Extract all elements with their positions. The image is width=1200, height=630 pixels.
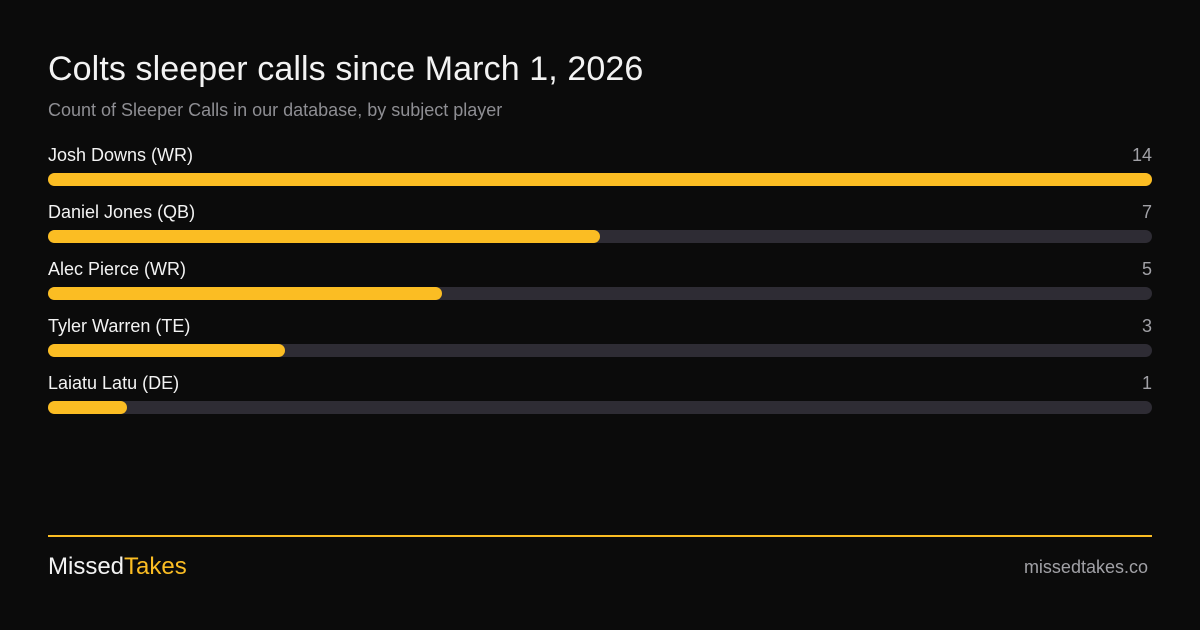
site-url: missedtakes.co	[1023, 557, 1148, 577]
bar-track	[48, 344, 1152, 357]
bar-row: Tyler Warren (TE) 3	[48, 314, 1152, 371]
bar-track	[48, 230, 1152, 243]
bar-track	[48, 287, 1152, 300]
bar-value-label: 3	[1141, 316, 1152, 336]
bar	[48, 230, 600, 243]
bar-value-label: 14	[1131, 145, 1152, 165]
bar-row: Josh Downs (WR) 14	[48, 143, 1152, 200]
bar-label: Tyler Warren (TE)	[48, 316, 191, 336]
bar-label: Daniel Jones (QB)	[48, 202, 196, 222]
footer-divider	[48, 535, 1152, 537]
bar-row: Laiatu Latu (DE) 1	[48, 371, 1152, 428]
bar-chart: Josh Downs (WR) 14 Daniel Jones (QB) 7 Alec …	[48, 143, 1152, 428]
bar	[48, 401, 127, 414]
bar-value-label: 7	[1141, 202, 1152, 222]
bar	[48, 287, 442, 300]
chart-title: Colts sleeper calls since March 1, 2026	[48, 50, 644, 88]
brand-logo: MissedTakes	[48, 553, 187, 581]
bar-value-label: 5	[1141, 259, 1152, 279]
bar	[48, 344, 285, 357]
bar-track	[48, 401, 1152, 414]
bar	[48, 173, 1152, 186]
brand-name-part1: Missed	[48, 553, 125, 580]
chart-subtitle: Count of Sleeper Calls in our database, …	[48, 100, 503, 120]
bar-label: Josh Downs (WR)	[48, 145, 194, 165]
brand-name-part2: Takes	[124, 553, 187, 580]
bar-label: Alec Pierce (WR)	[48, 259, 187, 279]
bar-row: Alec Pierce (WR) 5	[48, 257, 1152, 314]
bar-value-label: 1	[1141, 373, 1152, 393]
bar-label: Laiatu Latu (DE)	[48, 373, 180, 393]
bar-row: Daniel Jones (QB) 7	[48, 200, 1152, 257]
bar-track	[48, 173, 1152, 186]
